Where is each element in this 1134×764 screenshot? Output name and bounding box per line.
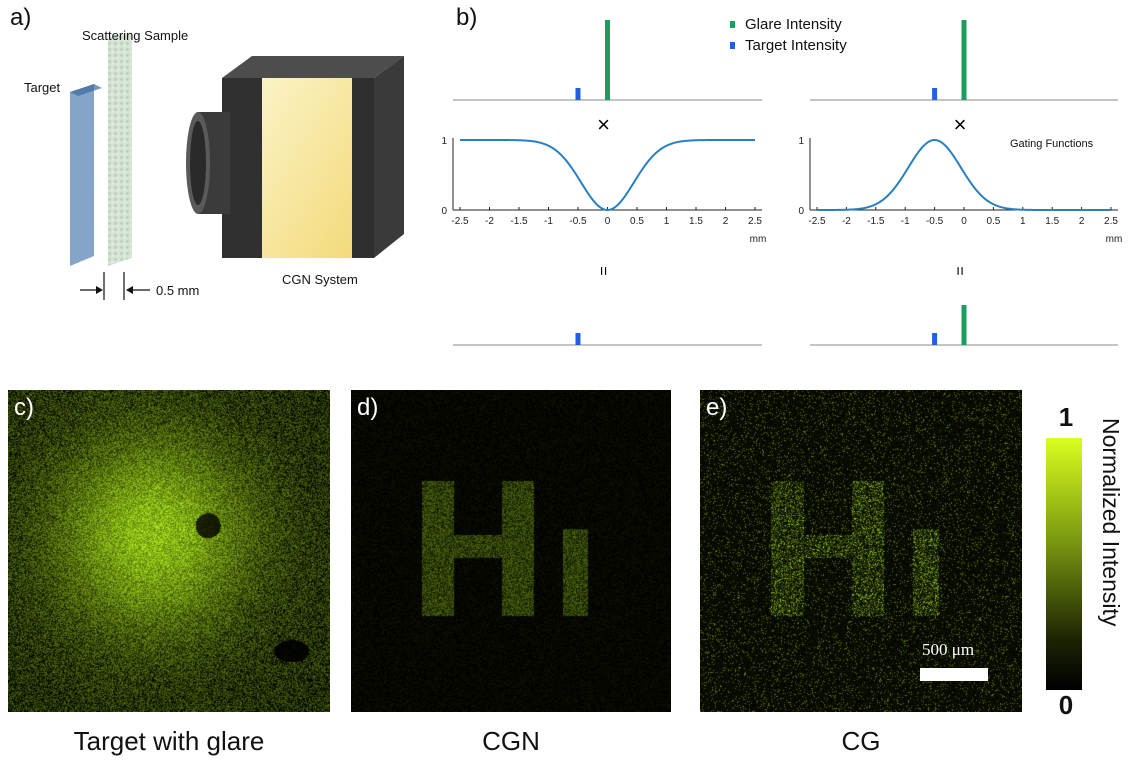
colorbar	[1046, 438, 1082, 690]
legend-label-target: Target Intensity	[745, 36, 847, 54]
output-right-target-bar	[932, 333, 938, 345]
equals-symbol-right: =	[951, 266, 968, 275]
gating-right-xtick-label: 0.5	[986, 216, 1000, 227]
gating-left-curve	[460, 139, 755, 212]
legend-swatch-glare	[730, 20, 735, 28]
target-label: Target	[24, 80, 61, 95]
input-left-target-bar	[575, 88, 581, 100]
gating-right-x-unit: mm	[1106, 234, 1123, 245]
gating-right-xtick-label: 2	[1079, 216, 1085, 227]
micrograph-target-with-glare: c)	[8, 390, 330, 712]
gating-functions-label: Gating Functions	[1010, 138, 1094, 150]
gating-right-curve	[817, 138, 1111, 211]
colorbar-min-label: 0	[1058, 690, 1074, 720]
multiply-symbol-right: ×	[954, 112, 967, 137]
legend-item-glare: Glare Intensity	[730, 14, 900, 34]
gating-right-ytick-1: 1	[798, 136, 804, 147]
gating-left-xtick-label: 2.5	[748, 216, 762, 227]
panel-label-c: c)	[14, 394, 34, 421]
micrograph-c-canvas	[8, 390, 330, 712]
input-right-target-bar	[932, 88, 938, 100]
micrograph-cg: e) 500 μm	[700, 390, 1022, 712]
legend: Glare Intensity Target Intensity	[730, 14, 900, 56]
input-right-glare-bar	[961, 20, 967, 100]
gating-left-xtick-label: 0.5	[630, 216, 644, 227]
gap-label: 0.5 mm	[156, 283, 200, 298]
micrograph-e-canvas	[700, 390, 1022, 712]
gating-left-ytick-1: 1	[441, 136, 447, 147]
gating-left-xtick-label: -2	[485, 216, 494, 227]
output-left-target-bar	[575, 333, 581, 345]
gating-right-xtick-label: 1.5	[1045, 216, 1059, 227]
gating-right-xtick-label: 2.5	[1104, 216, 1118, 227]
caption-e: CG	[841, 726, 881, 756]
camera-side	[374, 56, 404, 258]
gating-right-xtick-label: -2.5	[808, 216, 826, 227]
gating-right-xtick-label: -1	[901, 216, 910, 227]
gating-left-xtick-label: -2.5	[451, 216, 469, 227]
scale-bar-label: 500 μm	[922, 640, 975, 659]
panel-label-e: e)	[706, 394, 728, 421]
colorbar-title-wrap: Normalized Intensity	[1096, 418, 1126, 688]
gating-left-xtick-label: 1	[664, 216, 670, 227]
scattering-sample-label: Scattering Sample	[82, 28, 189, 43]
caption-c: Target with glare	[73, 726, 265, 756]
colorbar-max-label: 1	[1058, 402, 1074, 432]
gating-right-xtick-label: 0	[961, 216, 967, 227]
gating-left-xtick-label: 2	[723, 216, 729, 227]
scattering-sample-slab	[108, 32, 132, 266]
gating-left-x-unit: mm	[750, 234, 767, 245]
gating-left-xtick-label: 0	[605, 216, 611, 227]
multiply-symbol-left: ×	[597, 112, 610, 137]
gating-left-xtick-label: -0.5	[569, 216, 587, 227]
camera-top	[222, 56, 404, 78]
micrograph-d-canvas	[351, 390, 671, 712]
system-label: CGN System	[282, 272, 358, 287]
gating-chart: × 1 0 -2.5 -2 -1.5 -1 -0.5 0 0.5 1 1.5 2 2.5 mm = × 1 0 -2.…	[441, 20, 1123, 346]
micrograph-cgn: d)	[351, 390, 671, 712]
output-right-glare-bar	[961, 305, 967, 345]
gating-right-xtick-label: -0.5	[926, 216, 944, 227]
gating-left-xtick-label: -1	[544, 216, 553, 227]
scale-bar	[920, 668, 988, 681]
gating-left-xtick-label: 1.5	[689, 216, 703, 227]
panel-label-b: b)	[456, 4, 478, 31]
gating-left-ytick-0: 0	[441, 206, 447, 217]
schematic-illustration	[70, 32, 404, 300]
panel-label-a: a)	[10, 4, 32, 31]
legend-swatch-target	[730, 41, 735, 49]
gating-right-xtick-label: -2	[842, 216, 851, 227]
caption-d: CGN	[482, 726, 540, 756]
legend-label-glare: Glare Intensity	[745, 15, 842, 33]
gating-right-ytick-0: 0	[798, 206, 804, 217]
gating-right-xtick-label: -1.5	[867, 216, 885, 227]
colorbar-title: Normalized Intensity	[1098, 418, 1124, 627]
legend-item-target: Target Intensity	[730, 34, 900, 56]
panel-label-d: d)	[357, 394, 379, 421]
target-slab	[70, 84, 94, 266]
input-left-glare-bar	[605, 20, 610, 100]
equals-symbol-left: =	[595, 266, 612, 275]
gating-right-xtick-label: 1	[1020, 216, 1026, 227]
gating-left-xtick-label: -1.5	[510, 216, 528, 227]
